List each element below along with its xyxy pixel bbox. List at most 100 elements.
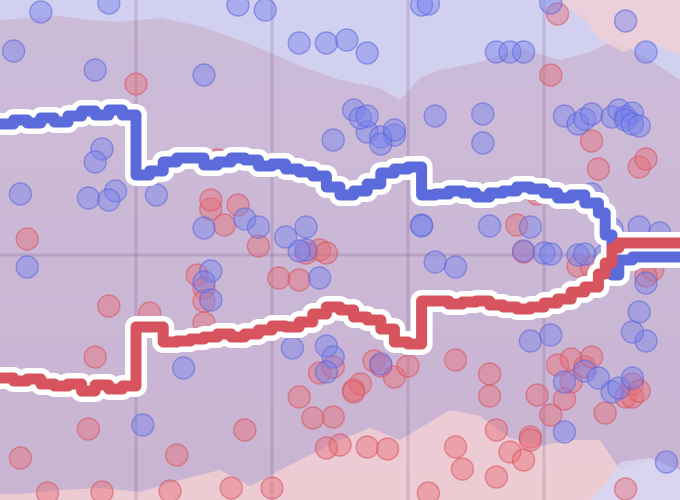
series-0-point-1 (97, 0, 121, 15)
series-0-point-29 (246, 215, 271, 239)
series-0-point-74 (199, 288, 223, 312)
series-0-point-28 (199, 259, 223, 283)
series-1-point-75 (90, 480, 114, 500)
series-0-point-7 (355, 41, 379, 65)
series-0-point-5 (314, 31, 339, 55)
series-0-point-14 (15, 255, 39, 279)
series-1-point-72 (328, 433, 352, 457)
series-0-point-71 (634, 271, 658, 295)
series-0-point-26 (382, 123, 407, 147)
series-1-point-58 (539, 63, 563, 87)
series-0-point-44 (477, 214, 502, 238)
series-0-point-43 (471, 131, 495, 155)
series-1-point-15 (287, 268, 311, 292)
series-0-point-76 (131, 413, 155, 437)
series-0-point-30 (294, 215, 318, 239)
upper-band-pink (560, 0, 680, 56)
series-1-point-70 (233, 418, 257, 442)
upper-band-light (0, 0, 680, 100)
series-1-point-27 (287, 385, 311, 409)
series-0-point-85 (586, 366, 611, 390)
series-0-point-19 (192, 63, 216, 87)
series-0-point-47 (511, 40, 536, 64)
series-1-point-66 (226, 193, 250, 217)
series-1-point-74 (35, 481, 60, 500)
series-1-point-29 (341, 380, 366, 404)
series-1-point-26 (396, 354, 420, 378)
series-0-point-67 (532, 241, 556, 265)
series-0-point-84 (573, 359, 597, 383)
series-0-point-41 (423, 104, 447, 128)
series-1-point-51 (620, 372, 645, 396)
series-0-point-72 (627, 300, 651, 324)
series-0-point-11 (613, 9, 638, 33)
series-0-point-89 (634, 329, 658, 353)
lower-band-light (0, 410, 680, 500)
series-0-point-37 (355, 104, 379, 128)
series-0-point-77 (280, 336, 305, 360)
series-0-point-91 (620, 320, 645, 344)
series-0-point-90 (552, 420, 577, 444)
series-0-point-57 (613, 108, 638, 132)
series-1-point-3 (15, 227, 39, 251)
series-0-point-10 (539, 0, 563, 15)
series-1-point-80 (450, 457, 475, 481)
series-0-point-45 (484, 40, 509, 64)
series-1-point-40 (525, 383, 549, 407)
series-1-point-36 (484, 418, 509, 442)
series-1-point-41 (539, 403, 563, 427)
series-0-point-78 (321, 345, 345, 369)
series-1-point-37 (498, 440, 522, 464)
series-0-point-80 (369, 352, 393, 376)
series-1-point-0 (124, 72, 148, 96)
series-0-point-96 (83, 150, 107, 174)
series-1-point-31 (375, 437, 400, 461)
series-1-point-52 (627, 379, 651, 403)
series-0-point-49 (552, 104, 577, 128)
series-1-point-79 (314, 436, 339, 460)
series-1-line (0, 237, 680, 397)
series-0-point-42 (471, 102, 495, 126)
series-1-point-34 (477, 362, 502, 386)
series-0-point-68 (539, 242, 563, 266)
series-1-point-67 (212, 213, 237, 237)
series-1-point-38 (511, 448, 536, 472)
series-0-point-13 (8, 182, 33, 206)
series-0-point-75 (171, 356, 196, 380)
series-0-point-16 (90, 137, 114, 161)
series-1-point-5 (97, 294, 121, 318)
series-1-point-83 (613, 477, 638, 500)
series-0-point-60 (634, 40, 658, 64)
series-1-point-81 (416, 481, 441, 500)
series-1-point-8 (199, 188, 223, 212)
series-1-point-32 (443, 435, 468, 459)
series-0-point-8 (409, 0, 434, 17)
series-0-point-70 (573, 242, 597, 266)
series-0-point-95 (409, 214, 434, 238)
series-0-point-18 (144, 183, 169, 207)
series-0-point-39 (382, 118, 407, 142)
series-1-point-61 (586, 157, 611, 181)
series-0-point-15 (83, 58, 107, 82)
series-0-point-31 (294, 238, 318, 262)
series-0-point-97 (97, 188, 121, 212)
series-0-point-59 (627, 114, 651, 138)
series-1-point-33 (443, 348, 468, 372)
series-1-point-13 (246, 234, 271, 258)
series-1-point-78 (260, 476, 284, 500)
series-1-point-28 (321, 405, 345, 429)
series-0-point-69 (566, 243, 590, 267)
series-1-point-71 (301, 406, 325, 430)
series-1-point-76 (158, 479, 182, 500)
series-0-point-73 (192, 270, 216, 294)
series-0-point-23 (321, 128, 345, 152)
series-0-point-38 (369, 132, 393, 156)
series-0-point-9 (416, 0, 441, 16)
series-1-point-47 (579, 345, 604, 369)
series-0-point-32 (287, 239, 311, 263)
series-1-point-59 (545, 2, 570, 26)
series-1-point-30 (355, 435, 379, 459)
series-lines (0, 99, 680, 402)
